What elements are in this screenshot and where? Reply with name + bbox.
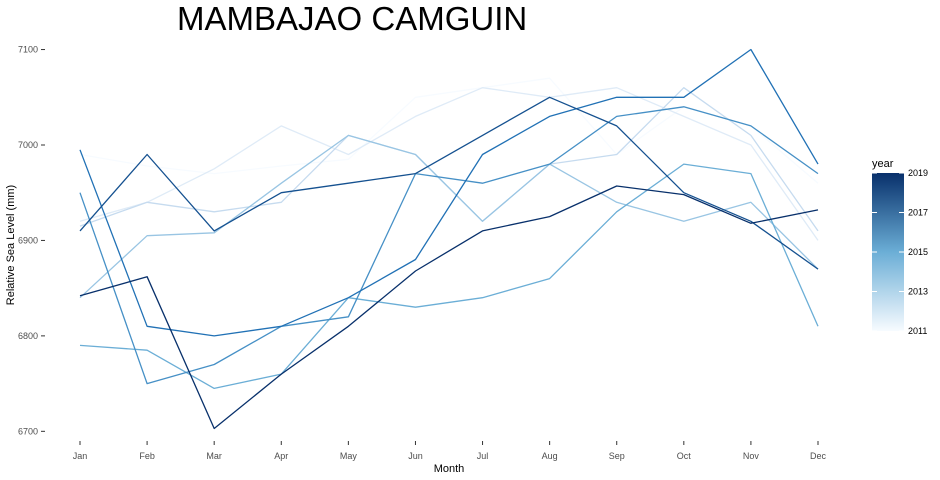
y-axis: 6700 6800 6900 7000 7100: [18, 45, 45, 436]
y-tick-label: 7100: [18, 45, 38, 55]
y-tick-label: 6800: [18, 331, 38, 341]
x-tick-label: Mar: [206, 451, 222, 461]
series-lines: [79, 48, 819, 430]
x-tick-label: Oct: [677, 451, 692, 461]
series-line-2015: [79, 163, 819, 390]
x-tick-label: Jun: [408, 451, 423, 461]
x-tick-label: Sep: [609, 451, 625, 461]
series-line-2019: [79, 185, 819, 430]
series-line-2014: [79, 134, 819, 299]
series-line-2013: [79, 87, 819, 232]
y-tick-label: 6900: [18, 235, 38, 245]
legend: year 2019 2017 2015 2013 2011: [872, 158, 928, 336]
x-tick-label: Feb: [139, 451, 155, 461]
series-line-2018: [79, 96, 819, 270]
x-axis-title: Month: [434, 463, 465, 475]
y-axis-title: Relative Sea Level (mm): [5, 185, 17, 305]
chart-title: MAMBAJAO CAMGUIN: [177, 0, 527, 37]
x-tick-label: May: [340, 451, 358, 461]
y-tick-label: 6700: [18, 426, 38, 436]
legend-title: year: [872, 158, 894, 170]
legend-tick-label: 2017: [908, 208, 928, 218]
x-tick-label: Dec: [810, 451, 827, 461]
legend-colorbar: [872, 173, 904, 331]
legend-tick-label: 2011: [908, 326, 927, 336]
series-line-2016: [79, 106, 819, 385]
legend-tick-label: 2015: [908, 247, 928, 257]
series-line-2017: [79, 48, 819, 337]
x-tick-label: Apr: [274, 451, 288, 461]
legend-tick-label: 2019: [908, 168, 928, 178]
x-tick-label: Aug: [542, 451, 558, 461]
x-tick-label: Nov: [743, 451, 760, 461]
series-line-2012: [79, 87, 819, 241]
x-tick-label: Jul: [477, 451, 489, 461]
legend-tick-label: 2013: [908, 287, 928, 297]
x-tick-label: Jan: [73, 451, 88, 461]
x-axis: Jan Feb Mar Apr May Jun Jul Aug Sep Oct Nov Dec: [73, 441, 827, 461]
legend-ticks: 2019 2017 2015 2013 2011: [872, 168, 928, 336]
y-tick-label: 7000: [18, 140, 38, 150]
